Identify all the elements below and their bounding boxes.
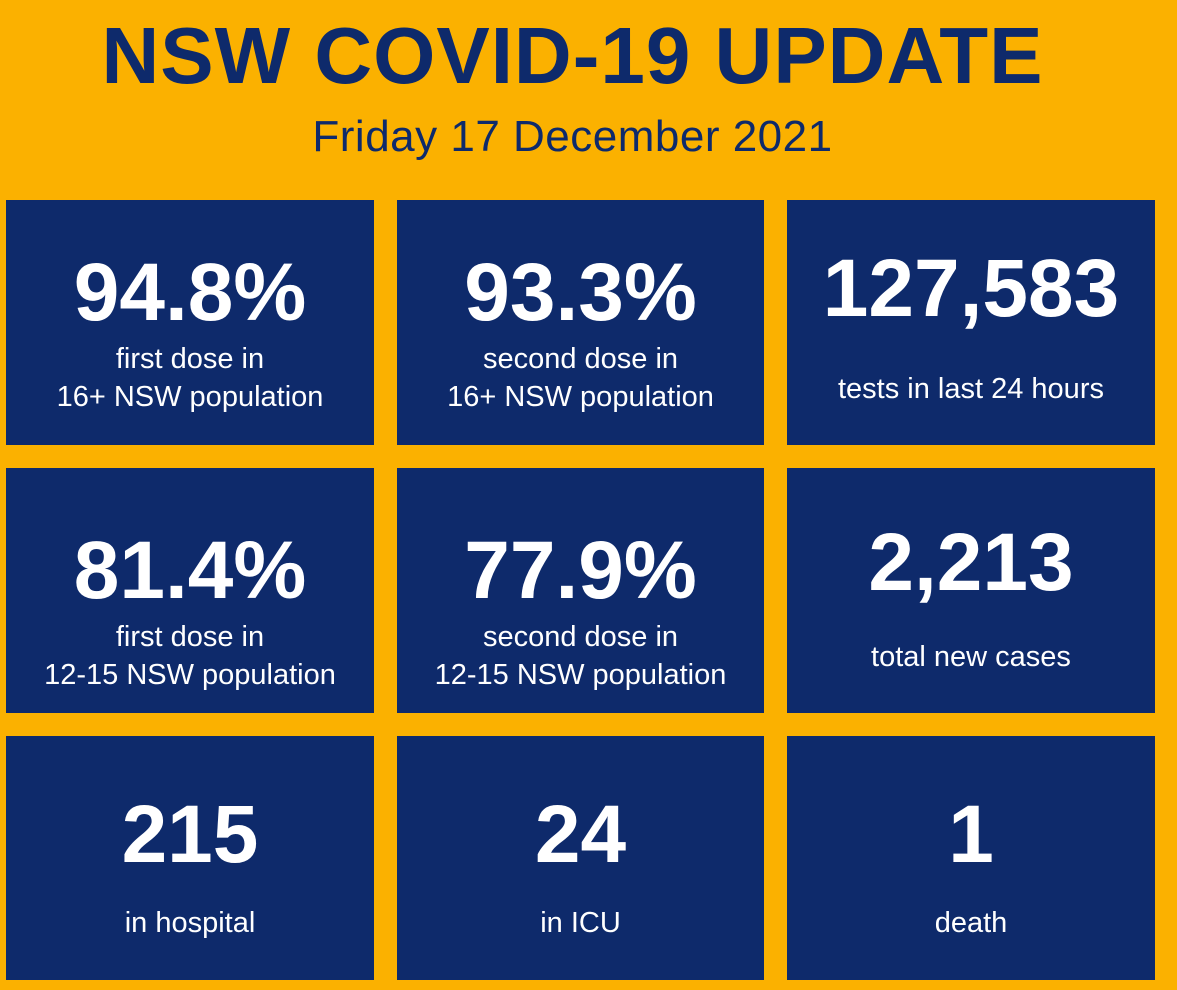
stat-label-line: 16+ NSW population: [56, 381, 324, 413]
stat-value: 2,213: [868, 517, 1074, 608]
stat-label-line: death: [934, 907, 1008, 939]
stat-label-line: first dose in: [115, 343, 265, 375]
stat-value: 93.3%: [464, 247, 697, 338]
stat-label-line: first dose in: [115, 621, 265, 653]
stat-label: in ICU: [397, 904, 764, 942]
stat-tile-new-cases: 2,213 total new cases: [787, 468, 1155, 713]
stat-label: first dose in 16+ NSW population: [6, 340, 374, 416]
stat-tile-first-dose-12-15: 81.4% first dose in 12-15 NSW population: [6, 468, 374, 713]
stat-tile-second-dose-12-15: 77.9% second dose in 12-15 NSW populatio…: [397, 468, 764, 713]
stat-tile-hospital: 215 in hospital: [6, 736, 374, 980]
stat-value: 81.4%: [73, 525, 307, 616]
stat-label-line: second dose in: [482, 621, 679, 653]
stat-label-line: in hospital: [124, 907, 256, 939]
stat-label-line: 12-15 NSW population: [44, 659, 336, 691]
stat-tile-icu: 24 in ICU: [397, 736, 764, 980]
stat-label-line: 12-15 NSW population: [434, 659, 727, 691]
stat-label-line: in ICU: [540, 907, 621, 939]
stat-label: death: [787, 904, 1155, 942]
stat-label: first dose in 12-15 NSW population: [6, 618, 374, 694]
stat-value: 77.9%: [464, 525, 697, 616]
stat-tile-tests: 127,583 tests in last 24 hours: [787, 200, 1155, 445]
stat-value: 127,583: [822, 243, 1120, 334]
stat-value: 1: [948, 789, 994, 880]
stat-label-line: second dose in: [482, 343, 679, 375]
stat-label: in hospital: [6, 904, 374, 942]
stat-label-line: tests in last 24 hours: [838, 373, 1104, 405]
stat-tile-second-dose-16plus: 93.3% second dose in 16+ NSW population: [397, 200, 764, 445]
stat-value: 94.8%: [73, 247, 307, 338]
stat-label: second dose in 12-15 NSW population: [397, 618, 764, 694]
stat-label-line: total new cases: [871, 641, 1071, 673]
page-title: NSW COVID-19 UPDATE: [101, 11, 1044, 100]
stat-label: total new cases: [787, 638, 1155, 676]
stat-label: second dose in 16+ NSW population: [397, 340, 764, 416]
stat-value: 215: [121, 789, 259, 880]
stat-tile-first-dose-16plus: 94.8% first dose in 16+ NSW population: [6, 200, 374, 445]
update-date: Friday 17 December 2021: [312, 112, 833, 161]
stat-label-line: 16+ NSW population: [447, 381, 714, 413]
stat-tile-deaths: 1 death: [787, 736, 1155, 980]
stat-label: tests in last 24 hours: [787, 370, 1155, 408]
stat-value: 24: [534, 789, 627, 880]
